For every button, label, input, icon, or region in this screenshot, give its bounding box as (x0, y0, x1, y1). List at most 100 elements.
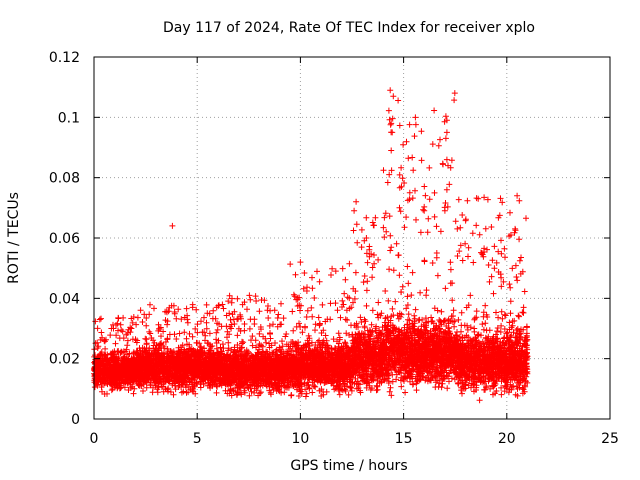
data-point (292, 271, 299, 278)
data-point (128, 367, 135, 374)
data-point (220, 305, 227, 312)
data-point (263, 339, 270, 346)
data-point (304, 307, 311, 314)
data-point (175, 306, 182, 313)
data-point (319, 301, 326, 308)
data-point (231, 321, 238, 327)
data-point (289, 308, 296, 315)
data-point (267, 335, 274, 342)
data-point (118, 348, 125, 355)
data-point (251, 316, 258, 323)
data-point (110, 321, 116, 328)
data-point (100, 366, 107, 373)
data-point (290, 327, 297, 334)
data-point (115, 315, 122, 322)
data-point (244, 306, 250, 313)
data-point (94, 325, 101, 332)
data-point (129, 357, 136, 364)
data-point (99, 377, 106, 384)
data-point (316, 321, 323, 328)
data-point (271, 307, 278, 314)
data-point (248, 337, 254, 344)
data-point (108, 351, 115, 358)
data-point (246, 292, 253, 299)
data-point (132, 336, 139, 343)
data-point (247, 296, 254, 303)
data-point (105, 370, 112, 377)
data-point (172, 386, 179, 393)
data-point (225, 339, 232, 346)
data-point (142, 335, 149, 342)
data-point (96, 316, 103, 323)
data-point (213, 389, 220, 396)
data-point (342, 388, 349, 394)
data-point (109, 367, 116, 374)
data-point (130, 390, 137, 397)
data-point (109, 375, 116, 382)
data-point (297, 323, 304, 330)
data-point (103, 359, 110, 366)
data-point (345, 391, 352, 398)
data-point (249, 333, 256, 340)
data-point (133, 321, 140, 328)
data-point (280, 315, 287, 322)
data-point (120, 335, 127, 342)
data-point (176, 330, 183, 337)
data-point (134, 314, 141, 321)
data-point (337, 314, 344, 321)
data-point (123, 351, 130, 358)
data-point (129, 360, 135, 367)
data-point (316, 278, 323, 285)
data-point (303, 314, 310, 320)
data-point (123, 346, 130, 353)
data-point (127, 385, 134, 391)
data-point (339, 297, 346, 304)
data-point (91, 384, 98, 391)
data-point (121, 384, 128, 391)
data-point (108, 325, 115, 332)
grid-lines (94, 57, 610, 419)
data-point (113, 332, 120, 339)
data-point (131, 385, 138, 392)
data-point (201, 314, 207, 321)
data-point (115, 327, 121, 334)
data-point (275, 311, 282, 318)
data-point (114, 385, 121, 392)
data-point (264, 307, 271, 314)
data-point (101, 352, 108, 359)
data-point (312, 383, 319, 390)
data-point (312, 327, 318, 334)
data-point (129, 319, 136, 326)
data-point (143, 322, 150, 329)
data-point (314, 268, 320, 275)
data-point (203, 301, 210, 308)
data-point (137, 307, 144, 314)
data-point (112, 377, 119, 384)
data-point (183, 305, 190, 312)
data-point (301, 270, 308, 276)
data-point (256, 308, 263, 315)
data-point (101, 337, 108, 344)
data-point (124, 337, 131, 344)
data-point (147, 301, 153, 308)
data-point (339, 265, 346, 272)
data-point (287, 261, 294, 268)
data-point (279, 338, 285, 345)
data-point (133, 339, 140, 346)
data-point (113, 370, 120, 377)
data-point (308, 304, 315, 311)
data-point (97, 336, 104, 343)
data-point (118, 327, 125, 333)
data-point (113, 359, 120, 366)
data-point (154, 386, 161, 393)
data-point (125, 365, 131, 372)
data-point (120, 314, 127, 321)
data-point (203, 325, 210, 332)
data-point (107, 381, 114, 388)
chart-title: Day 117 of 2024, Rate Of TEC Index for r… (163, 20, 535, 36)
data-point (346, 295, 353, 302)
data-point (346, 260, 353, 267)
data-point (122, 376, 129, 383)
data-point (234, 295, 241, 302)
data-point (94, 345, 101, 351)
